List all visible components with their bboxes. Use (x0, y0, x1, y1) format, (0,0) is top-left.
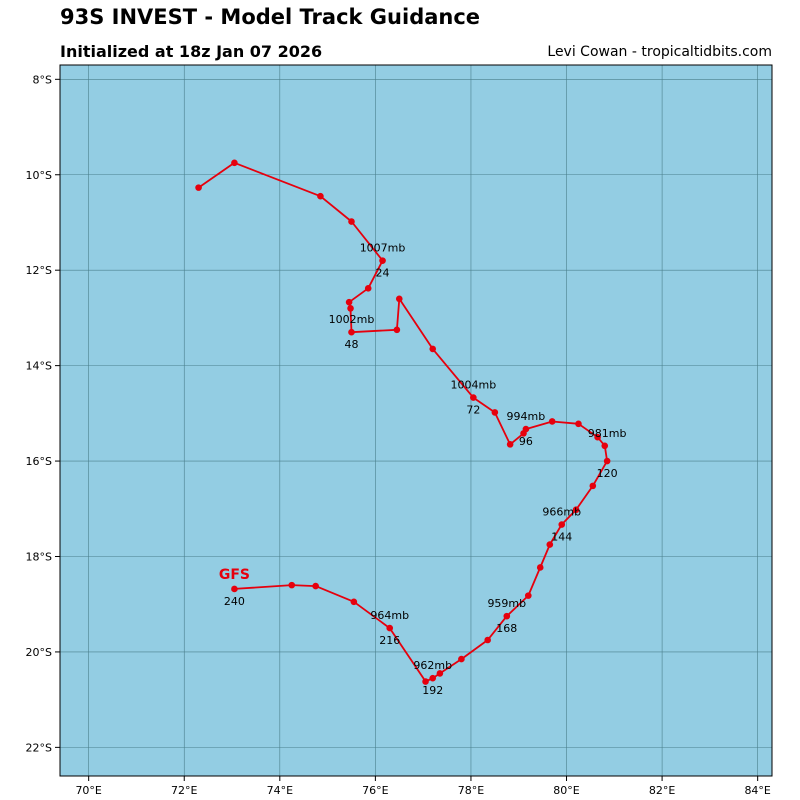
forecast-hour-label: 24 (376, 267, 390, 280)
pressure-label: 981mb (588, 427, 627, 440)
track-point (470, 394, 477, 401)
track-point (484, 636, 491, 644)
pressure-label: 1007mb (360, 242, 406, 255)
model-name-label: GFS (219, 567, 250, 583)
track-point (231, 159, 238, 167)
track-point (503, 612, 511, 620)
track-point (575, 420, 582, 428)
track-point (594, 433, 601, 441)
forecast-hour-label: 72 (466, 404, 480, 417)
lat-tick-label: 14°S (26, 360, 52, 373)
track-point (436, 670, 444, 677)
forecast-hour-label: 144 (551, 531, 572, 544)
forecast-hour-label: 96 (519, 435, 533, 448)
track-point (536, 564, 544, 571)
lon-tick-label: 82°E (649, 784, 675, 797)
track-point (317, 192, 324, 200)
forecast-hour-label: 192 (422, 684, 443, 697)
track-point (429, 674, 437, 682)
lat-tick-label: 8°S (33, 73, 52, 86)
track-point (548, 418, 556, 425)
track-point (522, 425, 530, 433)
track-point (395, 295, 403, 303)
track-point (589, 482, 597, 490)
track-point (379, 257, 386, 264)
track-point (288, 581, 296, 589)
lat-tick-label: 20°S (26, 646, 52, 659)
lat-tick-label: 22°S (26, 741, 52, 754)
track-point (231, 585, 238, 593)
track-point (347, 305, 354, 312)
lat-tick-label: 10°S (26, 169, 52, 182)
chart-title: 93S INVEST - Model Track Guidance (60, 5, 481, 29)
lat-tick-label: 16°S (26, 455, 52, 468)
graticule (60, 65, 772, 776)
axis-ticks: 70°E 72°E 74°E 76°E 78°E 80°E 82°E 84°E 8°S 10°S 1… (26, 73, 771, 797)
pressure-label: 994mb (507, 410, 546, 423)
forecast-hour-label: 120 (597, 467, 618, 480)
lon-tick-label: 80°E (553, 784, 579, 797)
pressure-label: 1002mb (329, 313, 375, 326)
ocean-background (60, 65, 772, 776)
forecast-hour-label: 216 (379, 634, 400, 647)
track-point (345, 298, 353, 306)
lat-tick-label: 18°S (26, 550, 52, 563)
track-point (348, 328, 355, 336)
lon-tick-label: 72°E (171, 784, 197, 797)
initialized-time: Initialized at 18z Jan 07 2026 (60, 42, 323, 61)
model-track (195, 159, 611, 685)
track-point (572, 506, 580, 514)
pressure-label: 966mb (542, 506, 581, 519)
lon-tick-label: 70°E (75, 784, 101, 797)
pressure-label: 959mb (487, 597, 526, 610)
track-point (558, 521, 566, 528)
track-point (312, 582, 319, 590)
track-point (491, 409, 499, 416)
track-point (348, 218, 355, 225)
lat-tick-label: 12°S (26, 264, 52, 277)
map-frame (59, 64, 773, 777)
forecast-hour-label: 168 (496, 622, 517, 635)
lon-tick-label: 78°E (458, 784, 484, 797)
track-point (524, 592, 532, 599)
track-point (429, 345, 437, 353)
forecast-hour-label: 240 (224, 595, 245, 608)
track-point (506, 441, 514, 448)
track-point (546, 541, 554, 548)
lon-tick-label: 84°E (744, 784, 770, 797)
track-point (422, 678, 429, 685)
track-point (601, 442, 609, 450)
track-point (195, 184, 202, 191)
pressure-label: 964mb (370, 609, 409, 622)
credit-text: Levi Cowan - tropicaltidbits.com (547, 44, 772, 60)
track-point (603, 457, 611, 465)
forecast-hour-label: 48 (344, 338, 358, 351)
track-labels: 1007mb 1002mb 1004mb 994mb 981mb 966mb 959mb 96… (219, 242, 627, 698)
track-point (350, 598, 358, 606)
track-point (458, 655, 465, 663)
track-point (393, 326, 401, 334)
lon-tick-label: 74°E (267, 784, 293, 797)
pressure-label: 962mb (413, 659, 452, 672)
lon-tick-label: 76°E (362, 784, 388, 797)
pressure-label: 1004mb (450, 379, 496, 392)
track-point (386, 624, 394, 632)
track-point (364, 285, 372, 292)
